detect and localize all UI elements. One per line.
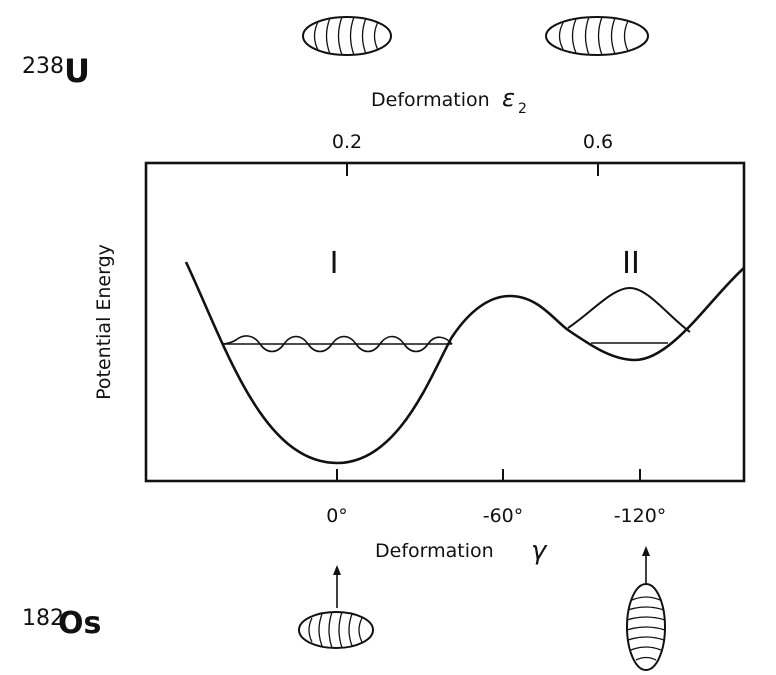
bottom-tick-label: -120° <box>614 505 667 527</box>
u238-mass-number: 238 <box>22 54 64 79</box>
top-shape-right <box>545 16 649 56</box>
potential-energy-curve <box>184 261 745 465</box>
epsilon-subscript: 2 <box>518 101 527 117</box>
y-axis-label: Potential Energy <box>93 244 115 400</box>
epsilon-symbol: ε <box>502 84 515 112</box>
bottom-shape-right <box>626 583 666 671</box>
top-tick-label: 0.6 <box>583 131 613 153</box>
top-tick-label: 0.2 <box>332 131 362 153</box>
well-one-wave <box>221 335 453 353</box>
bottom-tick-label: -60° <box>483 505 524 527</box>
bottom-ticks <box>336 469 641 481</box>
bottom-axis-label: Deformation <box>375 540 494 562</box>
top-shape-left <box>302 16 392 56</box>
u238-symbol: U <box>64 52 90 90</box>
bottom-tick-label: 0° <box>326 505 348 527</box>
plot-frame <box>144 161 746 483</box>
arrow-right <box>642 546 650 585</box>
top-axis-label: Deformation <box>371 89 490 111</box>
os182-symbol: Os <box>58 606 101 641</box>
well-two-label: II <box>622 246 640 281</box>
well-one-label: I <box>330 246 339 281</box>
os182-mass-number: 182 <box>22 606 64 631</box>
top-ticks <box>346 163 599 176</box>
bottom-shape-left <box>298 611 374 649</box>
arrow-left <box>333 565 341 608</box>
well-two-hump <box>567 286 691 333</box>
gamma-symbol: γ <box>531 536 548 566</box>
